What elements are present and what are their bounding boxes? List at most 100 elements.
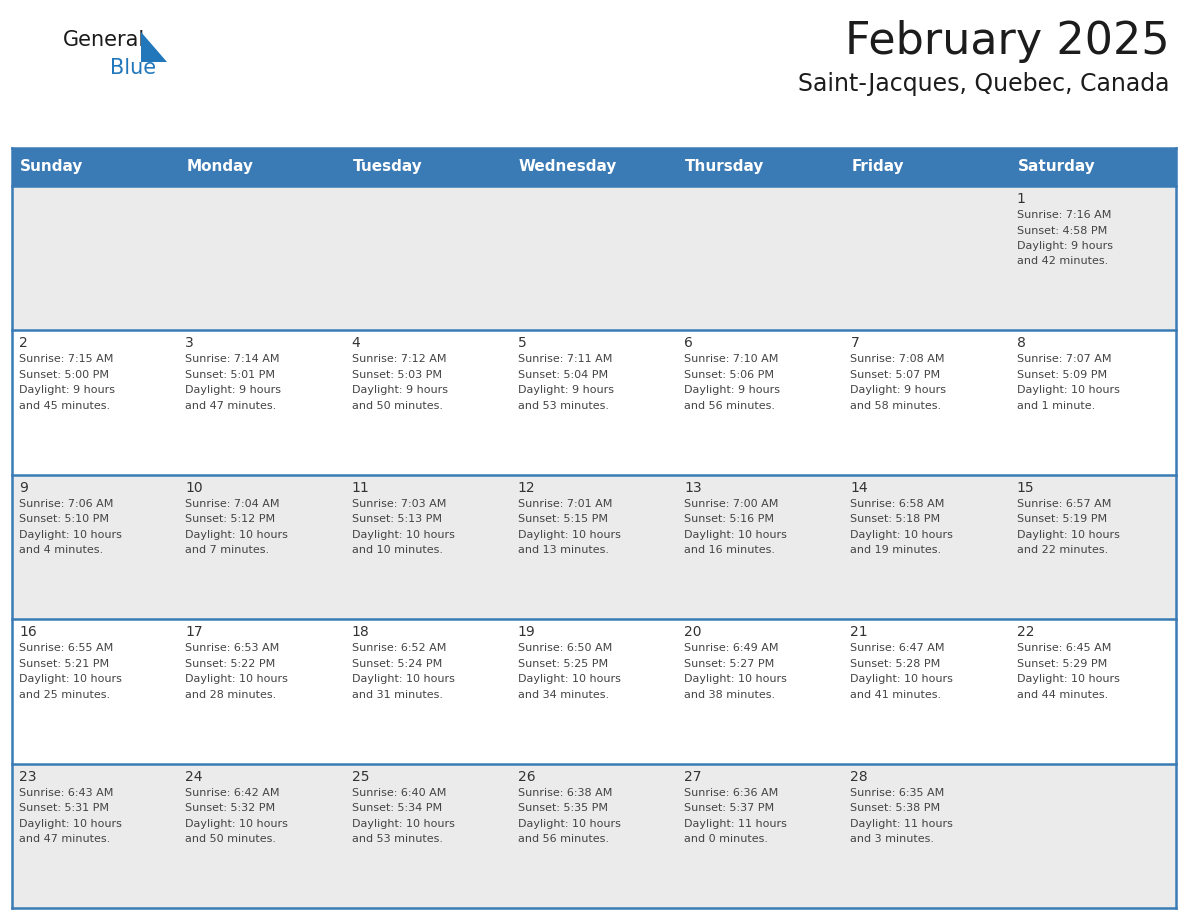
Text: and 50 minutes.: and 50 minutes. <box>352 401 443 411</box>
Text: 14: 14 <box>851 481 868 495</box>
Text: Tuesday: Tuesday <box>353 160 422 174</box>
Text: Sunset: 5:00 PM: Sunset: 5:00 PM <box>19 370 109 380</box>
Text: Daylight: 10 hours: Daylight: 10 hours <box>1017 530 1119 540</box>
Text: Sunset: 5:32 PM: Sunset: 5:32 PM <box>185 803 276 813</box>
Text: Daylight: 10 hours: Daylight: 10 hours <box>518 674 621 684</box>
Text: Daylight: 10 hours: Daylight: 10 hours <box>518 819 621 829</box>
Text: 3: 3 <box>185 336 194 351</box>
Text: and 10 minutes.: and 10 minutes. <box>352 545 443 555</box>
Text: and 19 minutes.: and 19 minutes. <box>851 545 942 555</box>
Text: Saint-Jacques, Quebec, Canada: Saint-Jacques, Quebec, Canada <box>798 72 1170 96</box>
Text: Sunset: 5:22 PM: Sunset: 5:22 PM <box>185 659 276 668</box>
Text: Daylight: 9 hours: Daylight: 9 hours <box>684 386 781 396</box>
Text: and 0 minutes.: and 0 minutes. <box>684 834 769 844</box>
Text: 11: 11 <box>352 481 369 495</box>
Text: and 22 minutes.: and 22 minutes. <box>1017 545 1108 555</box>
Text: Sunset: 5:31 PM: Sunset: 5:31 PM <box>19 803 109 813</box>
Text: Sunrise: 6:50 AM: Sunrise: 6:50 AM <box>518 644 612 654</box>
Text: and 3 minutes.: and 3 minutes. <box>851 834 935 844</box>
Bar <box>12 475 1176 620</box>
Polygon shape <box>141 32 168 62</box>
Text: and 45 minutes.: and 45 minutes. <box>19 401 110 411</box>
Text: and 1 minute.: and 1 minute. <box>1017 401 1095 411</box>
Bar <box>12 764 1176 908</box>
Text: and 56 minutes.: and 56 minutes. <box>518 834 609 844</box>
Text: Sunset: 5:25 PM: Sunset: 5:25 PM <box>518 659 608 668</box>
Text: 18: 18 <box>352 625 369 639</box>
Text: Sunset: 5:35 PM: Sunset: 5:35 PM <box>518 803 608 813</box>
Text: and 53 minutes.: and 53 minutes. <box>352 834 443 844</box>
Text: Sunset: 5:07 PM: Sunset: 5:07 PM <box>851 370 941 380</box>
Bar <box>12 330 1176 475</box>
Text: Daylight: 9 hours: Daylight: 9 hours <box>518 386 614 396</box>
Text: 21: 21 <box>851 625 868 639</box>
Text: Sunrise: 6:58 AM: Sunrise: 6:58 AM <box>851 498 944 509</box>
Text: Sunset: 5:24 PM: Sunset: 5:24 PM <box>352 659 442 668</box>
Text: Sunset: 5:01 PM: Sunset: 5:01 PM <box>185 370 276 380</box>
Text: Sunrise: 7:03 AM: Sunrise: 7:03 AM <box>352 498 446 509</box>
Text: Daylight: 9 hours: Daylight: 9 hours <box>1017 241 1113 251</box>
Text: and 58 minutes.: and 58 minutes. <box>851 401 942 411</box>
Text: Sunset: 5:16 PM: Sunset: 5:16 PM <box>684 514 775 524</box>
Text: 16: 16 <box>19 625 37 639</box>
Text: Sunrise: 6:45 AM: Sunrise: 6:45 AM <box>1017 644 1111 654</box>
Text: and 16 minutes.: and 16 minutes. <box>684 545 775 555</box>
Text: Daylight: 10 hours: Daylight: 10 hours <box>684 674 786 684</box>
Text: 27: 27 <box>684 769 702 784</box>
Text: and 44 minutes.: and 44 minutes. <box>1017 689 1108 700</box>
Text: Sunset: 5:09 PM: Sunset: 5:09 PM <box>1017 370 1107 380</box>
Text: Daylight: 10 hours: Daylight: 10 hours <box>352 819 455 829</box>
Text: 28: 28 <box>851 769 868 784</box>
Text: Sunrise: 7:06 AM: Sunrise: 7:06 AM <box>19 498 113 509</box>
Text: 6: 6 <box>684 336 693 351</box>
Text: and 50 minutes.: and 50 minutes. <box>185 834 277 844</box>
Text: Sunset: 5:06 PM: Sunset: 5:06 PM <box>684 370 775 380</box>
Text: Sunrise: 7:08 AM: Sunrise: 7:08 AM <box>851 354 944 364</box>
Text: Wednesday: Wednesday <box>519 160 618 174</box>
Text: and 34 minutes.: and 34 minutes. <box>518 689 609 700</box>
Text: General: General <box>63 30 145 50</box>
Text: Sunrise: 7:11 AM: Sunrise: 7:11 AM <box>518 354 612 364</box>
Text: 19: 19 <box>518 625 536 639</box>
Text: 8: 8 <box>1017 336 1025 351</box>
Text: 9: 9 <box>19 481 27 495</box>
Text: 7: 7 <box>851 336 859 351</box>
Text: Daylight: 10 hours: Daylight: 10 hours <box>518 530 621 540</box>
Text: Daylight: 10 hours: Daylight: 10 hours <box>1017 674 1119 684</box>
Text: Friday: Friday <box>852 160 904 174</box>
Text: Sunrise: 7:00 AM: Sunrise: 7:00 AM <box>684 498 778 509</box>
Bar <box>12 186 1176 330</box>
Text: Sunset: 5:34 PM: Sunset: 5:34 PM <box>352 803 442 813</box>
Text: Daylight: 10 hours: Daylight: 10 hours <box>352 674 455 684</box>
Text: Sunset: 5:13 PM: Sunset: 5:13 PM <box>352 514 442 524</box>
Text: Daylight: 10 hours: Daylight: 10 hours <box>185 819 289 829</box>
Text: Sunset: 5:04 PM: Sunset: 5:04 PM <box>518 370 608 380</box>
Text: 25: 25 <box>352 769 369 784</box>
Text: 12: 12 <box>518 481 536 495</box>
Text: Sunset: 4:58 PM: Sunset: 4:58 PM <box>1017 226 1107 236</box>
Text: Blue: Blue <box>110 58 156 78</box>
Text: and 25 minutes.: and 25 minutes. <box>19 689 110 700</box>
Text: Sunrise: 6:40 AM: Sunrise: 6:40 AM <box>352 788 446 798</box>
Text: Daylight: 9 hours: Daylight: 9 hours <box>851 386 947 396</box>
Text: Sunset: 5:03 PM: Sunset: 5:03 PM <box>352 370 442 380</box>
Text: Sunrise: 6:49 AM: Sunrise: 6:49 AM <box>684 644 778 654</box>
Text: 10: 10 <box>185 481 203 495</box>
Text: Sunrise: 6:42 AM: Sunrise: 6:42 AM <box>185 788 280 798</box>
Text: Sunset: 5:29 PM: Sunset: 5:29 PM <box>1017 659 1107 668</box>
Text: Sunset: 5:12 PM: Sunset: 5:12 PM <box>185 514 276 524</box>
Text: 5: 5 <box>518 336 526 351</box>
Text: Sunrise: 6:47 AM: Sunrise: 6:47 AM <box>851 644 944 654</box>
Text: and 42 minutes.: and 42 minutes. <box>1017 256 1108 266</box>
Text: and 47 minutes.: and 47 minutes. <box>19 834 110 844</box>
Text: Daylight: 10 hours: Daylight: 10 hours <box>684 530 786 540</box>
Text: 1: 1 <box>1017 192 1025 206</box>
Text: and 13 minutes.: and 13 minutes. <box>518 545 609 555</box>
Text: Daylight: 10 hours: Daylight: 10 hours <box>1017 386 1119 396</box>
Text: Daylight: 9 hours: Daylight: 9 hours <box>352 386 448 396</box>
Text: Sunset: 5:27 PM: Sunset: 5:27 PM <box>684 659 775 668</box>
Text: Daylight: 10 hours: Daylight: 10 hours <box>352 530 455 540</box>
Text: and 47 minutes.: and 47 minutes. <box>185 401 277 411</box>
Text: Daylight: 10 hours: Daylight: 10 hours <box>19 819 122 829</box>
Text: Sunset: 5:19 PM: Sunset: 5:19 PM <box>1017 514 1107 524</box>
